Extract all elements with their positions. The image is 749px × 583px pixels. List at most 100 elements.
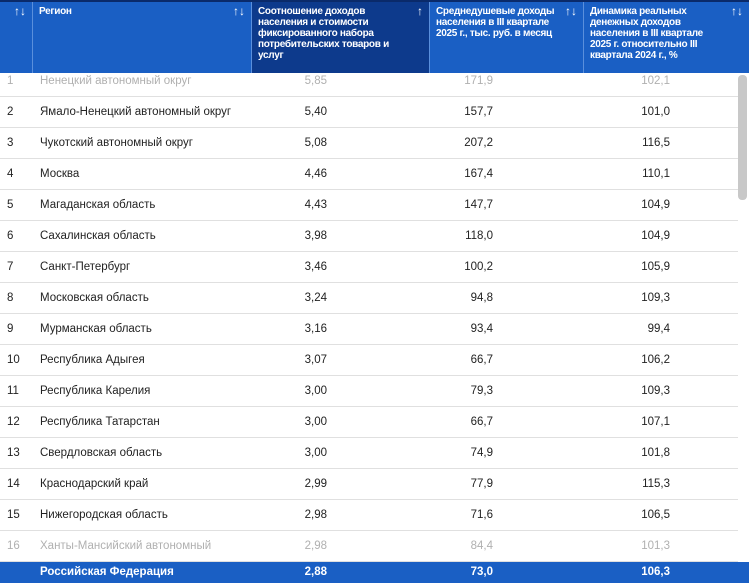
cell-region: Республика Адыгея (40, 354, 145, 366)
cell-region: Республика Татарстан (40, 416, 160, 428)
cell-ratio: 4,43 (304, 199, 327, 211)
cell-rank: 16 (7, 540, 20, 552)
cell-ratio: 2,98 (304, 540, 327, 552)
cell-income: 171,9 (464, 75, 493, 87)
table-row[interactable]: 1 Ненецкий автономный округ 5,85 171,9 102,1 (0, 66, 738, 97)
table-row[interactable]: 15 Нижегородская область 2,98 71,6 106,5 (0, 500, 738, 531)
cell-dynamics: 106,5 (641, 509, 670, 521)
cell-dynamics: 101,0 (641, 106, 670, 118)
cell-rank: 15 (7, 509, 20, 521)
cell-income: 93,4 (470, 323, 493, 335)
cell-dynamics: 106,2 (641, 354, 670, 366)
cell-region: Москва (40, 168, 80, 180)
table-row[interactable]: 13 Свердловская область 3,00 74,9 101,8 (0, 438, 738, 469)
cell-income: 207,2 (464, 137, 493, 149)
cell-income: 77,9 (470, 478, 493, 490)
cell-region: Ханты-Мансийский автономный (40, 540, 212, 552)
cell-income: 167,4 (464, 168, 493, 180)
table-row[interactable]: 14 Краснодарский край 2,99 77,9 115,3 (0, 469, 738, 500)
table-row[interactable]: 16 Ханты-Мансийский автономный 2,98 84,4 101… (0, 531, 738, 562)
cell-region: Чукотский автономный округ (40, 137, 193, 149)
cell-region: Магаданская область (40, 199, 156, 211)
table-row[interactable]: 3 Чукотский автономный округ 5,08 207,2 116,… (0, 128, 738, 159)
cell-ratio: 3,98 (304, 230, 327, 242)
cell-ratio: 3,00 (304, 416, 327, 428)
table-header: ↑↓ Регион ↑↓ Соотношение доходов населени… (0, 0, 749, 73)
table-row[interactable]: 2 Ямало-Ненецкий автономный округ 5,40 157,… (0, 97, 738, 128)
cell-ratio: 3,16 (304, 323, 327, 335)
table-footer-total: Российская Федерация 2,88 73,0 106,3 (0, 562, 749, 583)
cell-rank: 12 (7, 416, 20, 428)
table-row[interactable]: 6 Сахалинская область 3,98 118,0 104,9 (0, 221, 738, 252)
cell-ratio: 3,00 (304, 385, 327, 397)
footer-ratio: 2,88 (304, 566, 327, 578)
cell-rank: 14 (7, 478, 20, 490)
cell-rank: 10 (7, 354, 20, 366)
sort-icon[interactable]: ↑↓ (731, 4, 743, 18)
cell-dynamics: 104,9 (641, 230, 670, 242)
header-label: Динамика реальных денежных доходов насел… (590, 6, 703, 61)
table-row[interactable]: 10 Республика Адыгея 3,07 66,7 106,2 (0, 345, 738, 376)
col-header-ratio[interactable]: Соотношение доходов населения и стоимост… (252, 2, 430, 73)
footer-income: 73,0 (470, 566, 493, 578)
cell-dynamics: 101,3 (641, 540, 670, 552)
cell-region: Санкт-Петербург (40, 261, 131, 273)
cell-income: 66,7 (470, 354, 493, 366)
table-row[interactable]: 11 Республика Карелия 3,00 79,3 109,3 (0, 376, 738, 407)
cell-region: Сахалинская область (40, 230, 156, 242)
cell-income: 157,7 (464, 106, 493, 118)
cell-ratio: 5,08 (304, 137, 327, 149)
col-header-income[interactable]: Среднедушевые доходы населения в III ква… (430, 2, 584, 73)
table-row[interactable]: 9 Мурманская область 3,16 93,4 99,4 (0, 314, 738, 345)
table-row[interactable]: 8 Московская область 3,24 94,8 109,3 (0, 283, 738, 314)
cell-ratio: 2,98 (304, 509, 327, 521)
header-label: Соотношение доходов населения и стоимост… (258, 6, 389, 61)
cell-dynamics: 109,3 (641, 385, 670, 397)
cell-income: 100,2 (464, 261, 493, 273)
cell-region: Ямало-Ненецкий автономный округ (40, 106, 232, 118)
sort-icon[interactable]: ↑↓ (233, 4, 245, 18)
cell-dynamics: 99,4 (647, 323, 670, 335)
col-header-region[interactable]: Регион ↑↓ (33, 2, 252, 73)
scrollbar-thumb[interactable] (738, 75, 747, 200)
cell-region: Мурманская область (40, 323, 152, 335)
table-row[interactable]: 5 Магаданская область 4,43 147,7 104,9 (0, 190, 738, 221)
header-label: Регион (39, 6, 72, 17)
sort-icon[interactable]: ↑↓ (565, 4, 577, 18)
table-row[interactable]: 4 Москва 4,46 167,4 110,1 (0, 159, 738, 190)
col-header-num[interactable]: ↑↓ (0, 2, 33, 73)
cell-dynamics: 115,3 (642, 478, 670, 490)
cell-dynamics: 105,9 (641, 261, 670, 273)
cell-rank: 7 (7, 261, 14, 273)
cell-income: 74,9 (470, 447, 493, 459)
table-row[interactable]: 12 Республика Татарстан 3,00 66,7 107,1 (0, 407, 738, 438)
table-row[interactable]: 7 Санкт-Петербург 3,46 100,2 105,9 (0, 252, 738, 283)
cell-income: 118,0 (465, 230, 493, 242)
cell-income: 71,6 (470, 509, 493, 521)
cell-ratio: 3,46 (304, 261, 327, 273)
cell-rank: 5 (7, 199, 14, 211)
cell-dynamics: 104,9 (641, 199, 670, 211)
sort-asc-icon[interactable]: ↑ (417, 4, 423, 18)
cell-rank: 13 (7, 447, 20, 459)
cell-rank: 9 (7, 323, 14, 335)
col-header-dynamics[interactable]: Динамика реальных денежных доходов насел… (584, 2, 749, 73)
cell-ratio: 3,00 (304, 447, 327, 459)
cell-rank: 2 (7, 106, 14, 118)
cell-income: 84,4 (470, 540, 493, 552)
footer-dynamics: 106,3 (641, 566, 670, 578)
cell-rank: 1 (7, 75, 14, 87)
cell-region: Московская область (40, 292, 149, 304)
cell-ratio: 5,40 (304, 106, 327, 118)
footer-region: Российская Федерация (40, 566, 174, 578)
cell-dynamics: 102,1 (641, 75, 670, 87)
cell-rank: 11 (7, 385, 19, 397)
cell-dynamics: 110,1 (642, 168, 670, 180)
cell-ratio: 5,85 (304, 75, 327, 87)
sort-icon[interactable]: ↑↓ (14, 4, 26, 18)
cell-income: 79,3 (470, 385, 493, 397)
cell-dynamics: 107,1 (641, 416, 670, 428)
cell-dynamics: 101,8 (641, 447, 670, 459)
cell-rank: 3 (7, 137, 14, 149)
cell-ratio: 2,99 (304, 478, 327, 490)
